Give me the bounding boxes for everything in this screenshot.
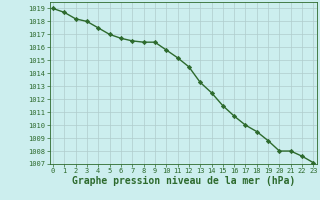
X-axis label: Graphe pression niveau de la mer (hPa): Graphe pression niveau de la mer (hPa) xyxy=(72,176,295,186)
